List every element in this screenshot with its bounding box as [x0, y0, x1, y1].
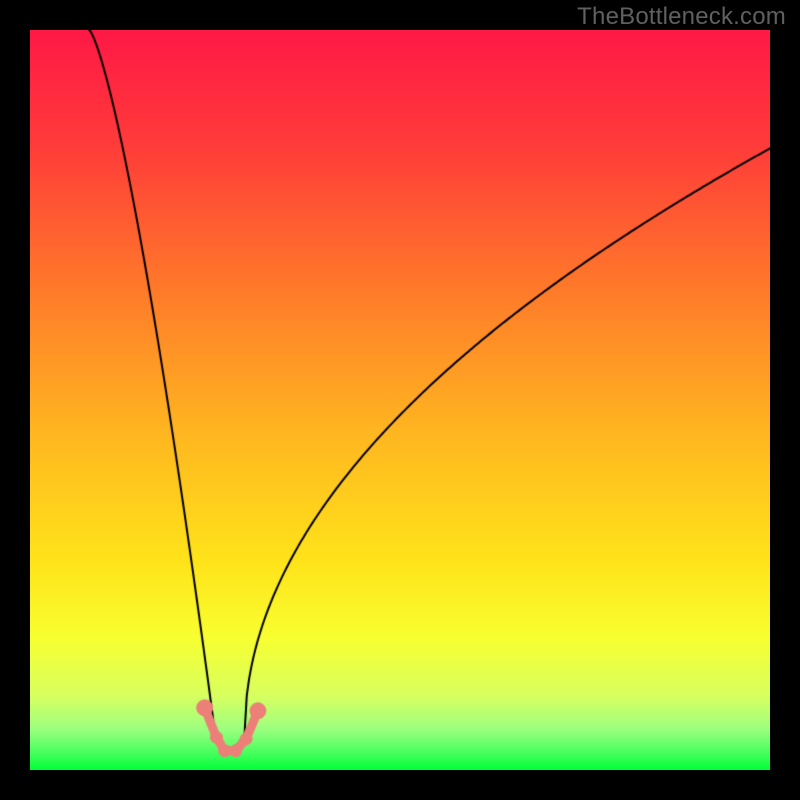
plot-canvas: [30, 30, 770, 770]
plot-area: [30, 30, 770, 770]
chart-stage: TheBottleneck.com: [0, 0, 800, 800]
watermark-text: TheBottleneck.com: [577, 3, 786, 31]
